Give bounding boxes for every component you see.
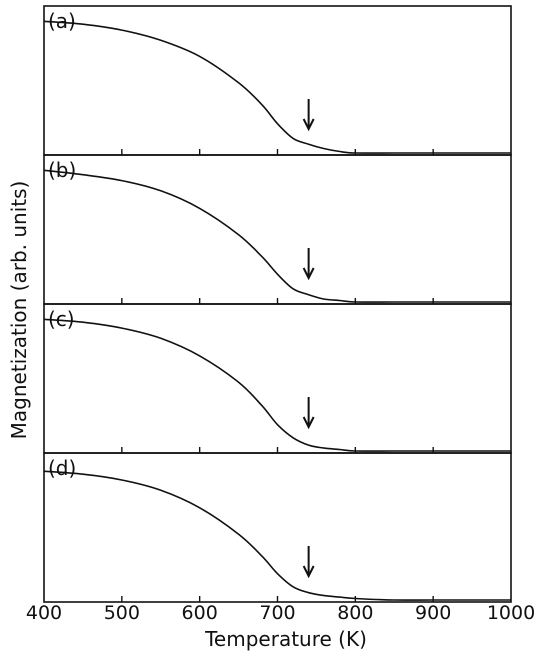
magnetization-curve (43, 318, 511, 452)
panel-frame (43, 452, 512, 603)
curie-arrow-head (302, 416, 315, 430)
magnetization-curve (43, 20, 511, 154)
panel-frame (43, 154, 512, 305)
panel-b: (b) (43, 154, 512, 305)
magnetization-curve (43, 169, 511, 303)
magnetization-curve (43, 470, 511, 601)
panel-label: (b) (48, 158, 76, 182)
x-tick-label: 500 (104, 602, 140, 624)
x-tick-label: 700 (259, 602, 295, 624)
panel-label: (c) (48, 307, 75, 331)
panel-label: (d) (48, 456, 76, 480)
x-tick-label: 600 (182, 602, 218, 624)
x-tick-label: 1000 (487, 602, 535, 624)
x-tick-label: 400 (26, 602, 62, 624)
panel-d: (d) (43, 452, 512, 603)
panels: (a) (b) (c) (d) (43, 5, 512, 603)
curie-arrow-head (302, 565, 315, 579)
panel-a: (a) (43, 5, 512, 156)
x-axis: 400 500 600 700 800 900 1000 (26, 602, 535, 624)
panel-c: (c) (43, 303, 512, 454)
x-axis-title: Temperature (K) (204, 627, 367, 651)
curie-arrow-head (302, 118, 315, 132)
x-tick-label: 900 (415, 602, 451, 624)
panel-label: (a) (48, 9, 76, 33)
y-axis-title: Magnetization (arb. units) (7, 181, 31, 440)
curie-arrow-head (302, 267, 315, 281)
x-tick-label: 800 (337, 602, 373, 624)
